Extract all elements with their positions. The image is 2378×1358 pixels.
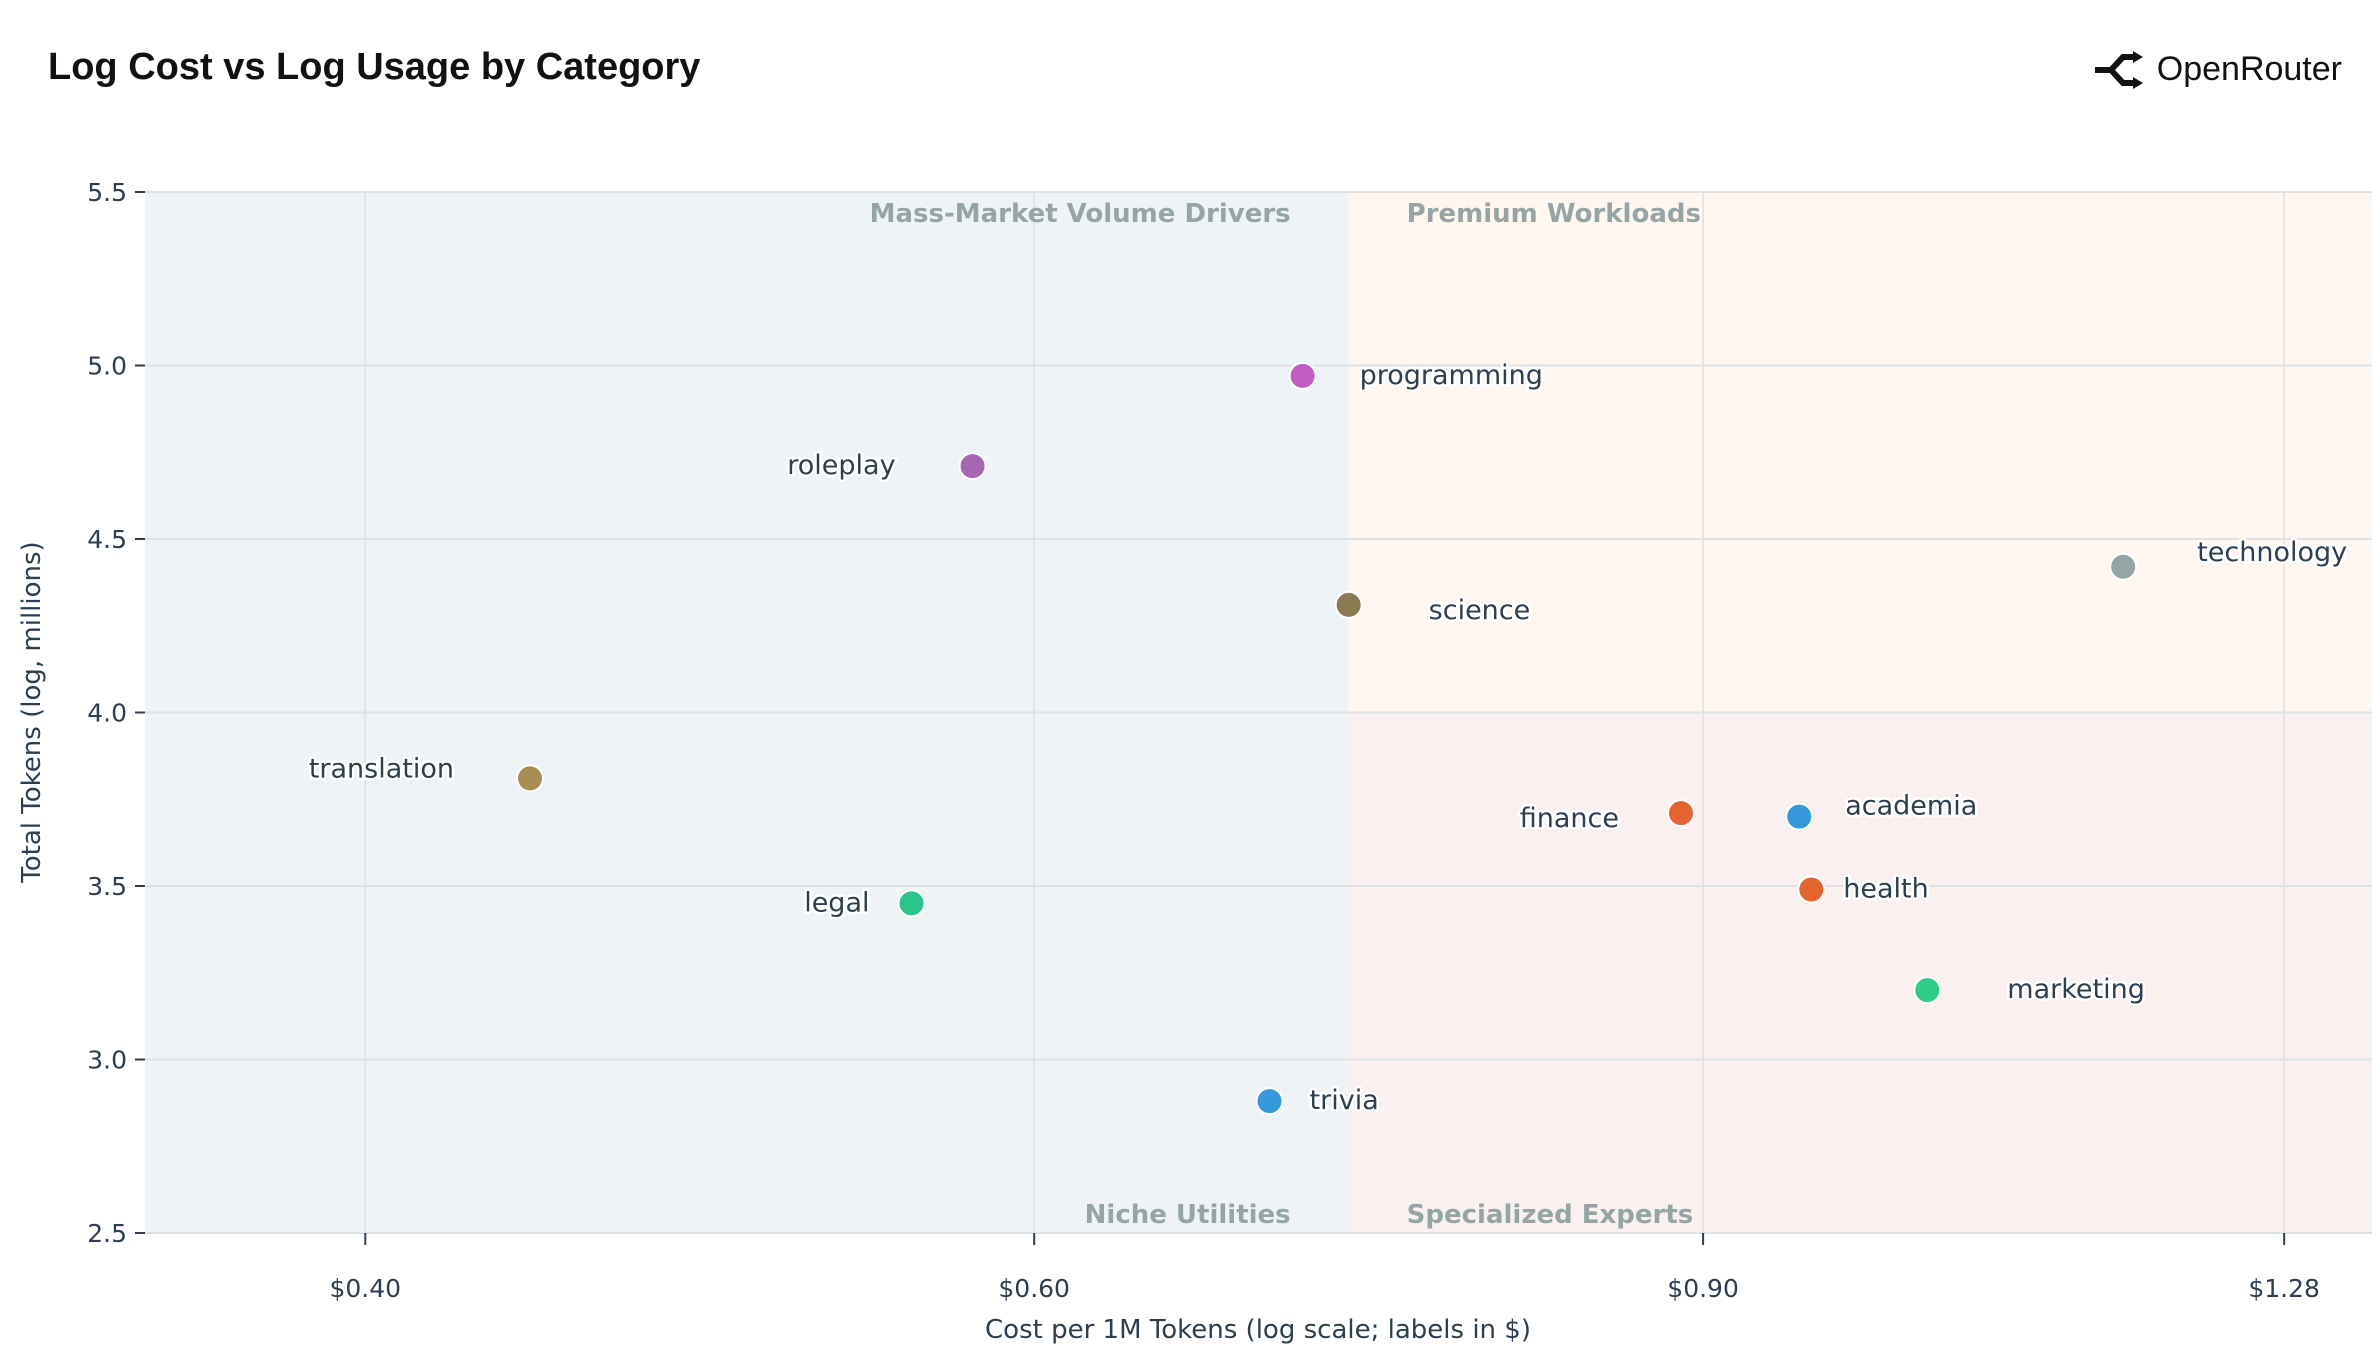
quadrant-bottom-left bbox=[145, 712, 1349, 1233]
quadrant-label-top-right: Premium Workloads bbox=[1407, 199, 1701, 229]
point-label-finance: finance bbox=[1520, 803, 1619, 834]
point-science bbox=[1334, 590, 1363, 619]
point-health bbox=[1797, 875, 1826, 904]
x-axis-label: Cost per 1M Tokens (log scale; labels in… bbox=[985, 1315, 1531, 1345]
y-tick-label: 5.5 bbox=[87, 178, 127, 207]
point-label-roleplay: roleplay bbox=[787, 450, 895, 481]
quadrant-label-top-left: Mass-Market Volume Drivers bbox=[870, 199, 1291, 229]
quadrant-top-left bbox=[145, 192, 1349, 713]
quadrant-top-right bbox=[1348, 192, 2372, 713]
point-programming bbox=[1288, 361, 1317, 390]
point-label-academia: academia bbox=[1845, 791, 1977, 822]
x-tick-label: $0.90 bbox=[1667, 1274, 1739, 1303]
x-tick-label: $0.40 bbox=[330, 1274, 402, 1303]
y-tick-label: 5.0 bbox=[87, 352, 127, 381]
point-technology bbox=[2109, 552, 2138, 581]
point-label-programming: programming bbox=[1360, 360, 1543, 391]
point-legal bbox=[897, 889, 926, 918]
point-roleplay bbox=[958, 452, 987, 481]
x-tick-label: $0.60 bbox=[998, 1274, 1070, 1303]
point-translation bbox=[516, 764, 545, 793]
x-tick-label: $1.28 bbox=[2248, 1274, 2320, 1303]
openrouter-logo-icon bbox=[2094, 50, 2143, 89]
point-label-trivia: trivia bbox=[1310, 1085, 1379, 1116]
brand[interactable]: OpenRouter bbox=[2093, 50, 2342, 89]
y-tick-label: 4.5 bbox=[87, 525, 127, 554]
point-finance bbox=[1666, 799, 1695, 828]
quadrant-label-bottom-left: Niche Utilities bbox=[1085, 1200, 1291, 1230]
point-academia bbox=[1785, 802, 1814, 831]
brand-name: OpenRouter bbox=[2156, 50, 2342, 88]
y-tick-label: 3.5 bbox=[87, 872, 127, 901]
y-tick-label: 3.0 bbox=[87, 1046, 127, 1075]
y-tick-label: 4.0 bbox=[87, 699, 127, 728]
point-label-marketing: marketing bbox=[2007, 974, 2145, 1005]
point-label-legal: legal bbox=[804, 887, 869, 918]
quadrant-label-bottom-right: Specialized Experts bbox=[1407, 1200, 1694, 1230]
point-label-science: science bbox=[1429, 595, 1531, 626]
point-label-translation: translation bbox=[309, 753, 454, 784]
point-label-health: health bbox=[1843, 873, 1928, 904]
chart-title: Log Cost vs Log Usage by Category bbox=[48, 46, 701, 88]
y-tick-label: 2.5 bbox=[87, 1219, 127, 1248]
point-trivia bbox=[1255, 1087, 1284, 1116]
y-axis-label: Total Tokens (log, millions) bbox=[17, 541, 47, 883]
point-marketing bbox=[1913, 976, 1942, 1005]
quadrant-bottom-right bbox=[1348, 712, 2372, 1233]
point-label-technology: technology bbox=[2197, 537, 2347, 568]
